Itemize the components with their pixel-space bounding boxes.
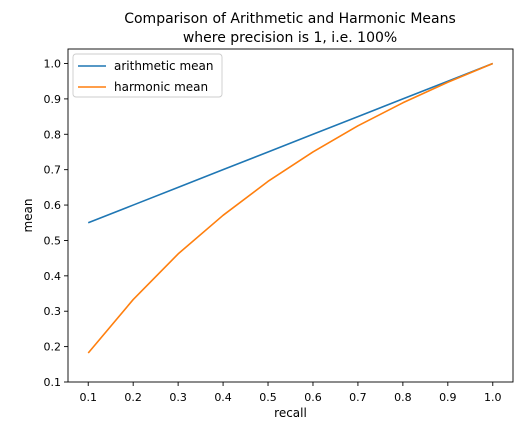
chart-title-line-2: where precision is 1, i.e. 100% <box>183 30 397 46</box>
y-tick-label: 0.7 <box>44 164 62 177</box>
x-tick-label: 0.9 <box>439 391 457 404</box>
x-tick-label: 0.3 <box>169 391 187 404</box>
plot-frame <box>67 48 514 383</box>
x-tick-label: 1.0 <box>484 391 502 404</box>
x-tick-label: 0.6 <box>304 391 322 404</box>
plot-area <box>68 49 513 382</box>
x-tick-label: 0.5 <box>259 391 277 404</box>
y-tick-label: 0.2 <box>44 341 62 354</box>
y-axis-label: mean <box>21 198 35 232</box>
series-line-harmonic-mean <box>87 62 494 354</box>
legend-box <box>72 53 223 98</box>
legend: arithmetic mean harmonic mean <box>72 53 223 98</box>
y-tick-label: 0.6 <box>44 199 62 212</box>
chart-title-line-1: Comparison of Arithmetic and Harmonic Me… <box>124 11 456 27</box>
y-tick-label: 0.3 <box>44 305 62 318</box>
x-tick-label: 0.1 <box>79 391 97 404</box>
y-tick-label: 0.1 <box>44 376 62 389</box>
x-tick-label: 0.4 <box>214 391 232 404</box>
y-tick-label: 0.5 <box>44 234 62 247</box>
series-line-arithmetic-mean <box>87 62 494 224</box>
series-lines <box>87 62 494 354</box>
legend-label: arithmetic mean <box>114 59 214 73</box>
x-axis-label: recall <box>274 406 307 420</box>
y-tick-label: 0.9 <box>44 93 62 106</box>
x-axis-ticks: 0.1 0.2 0.3 0.4 0.5 0.6 0.7 0.8 0.9 1.0 <box>79 382 502 404</box>
y-axis-ticks: 0.1 0.2 0.3 0.4 0.5 0.6 0.7 0.8 0.9 1.0 <box>44 58 68 389</box>
x-tick-label: 0.8 <box>394 391 412 404</box>
x-tick-label: 0.2 <box>124 391 142 404</box>
y-tick-label: 1.0 <box>44 58 62 71</box>
y-tick-label: 0.4 <box>44 270 62 283</box>
y-tick-label: 0.8 <box>44 128 62 141</box>
x-tick-label: 0.7 <box>349 391 367 404</box>
legend-label: harmonic mean <box>114 80 208 94</box>
